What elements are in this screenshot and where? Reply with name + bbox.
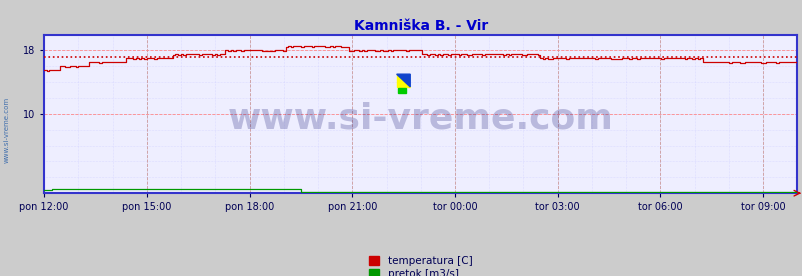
Text: www.si-vreme.com: www.si-vreme.com — [228, 102, 613, 136]
Polygon shape — [396, 74, 410, 87]
Polygon shape — [396, 74, 410, 87]
Text: www.si-vreme.com: www.si-vreme.com — [3, 97, 10, 163]
Legend: temperatura [C], pretok [m3/s]: temperatura [C], pretok [m3/s] — [364, 252, 476, 276]
Bar — [398, 88, 405, 93]
Title: Kamniška B. - Vir: Kamniška B. - Vir — [353, 19, 488, 33]
